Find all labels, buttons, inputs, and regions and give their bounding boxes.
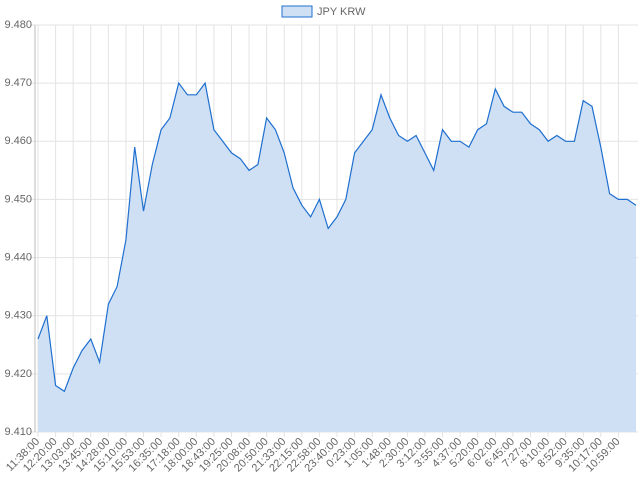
y-tick-label: 9.460 [4,135,32,147]
legend-swatch [281,5,313,18]
y-tick-label: 9.480 [4,19,32,31]
y-tick-label: 9.430 [4,310,32,322]
y-tick-label: 9.440 [4,251,32,263]
y-tick-label: 9.470 [4,77,32,89]
y-tick-label: 9.420 [4,368,32,380]
area [38,83,636,432]
legend-label: JPY KRW [317,6,366,18]
line [37,81,637,393]
y-tick-label: 9.410 [4,426,32,438]
y-tick-label: 9.450 [4,193,32,205]
